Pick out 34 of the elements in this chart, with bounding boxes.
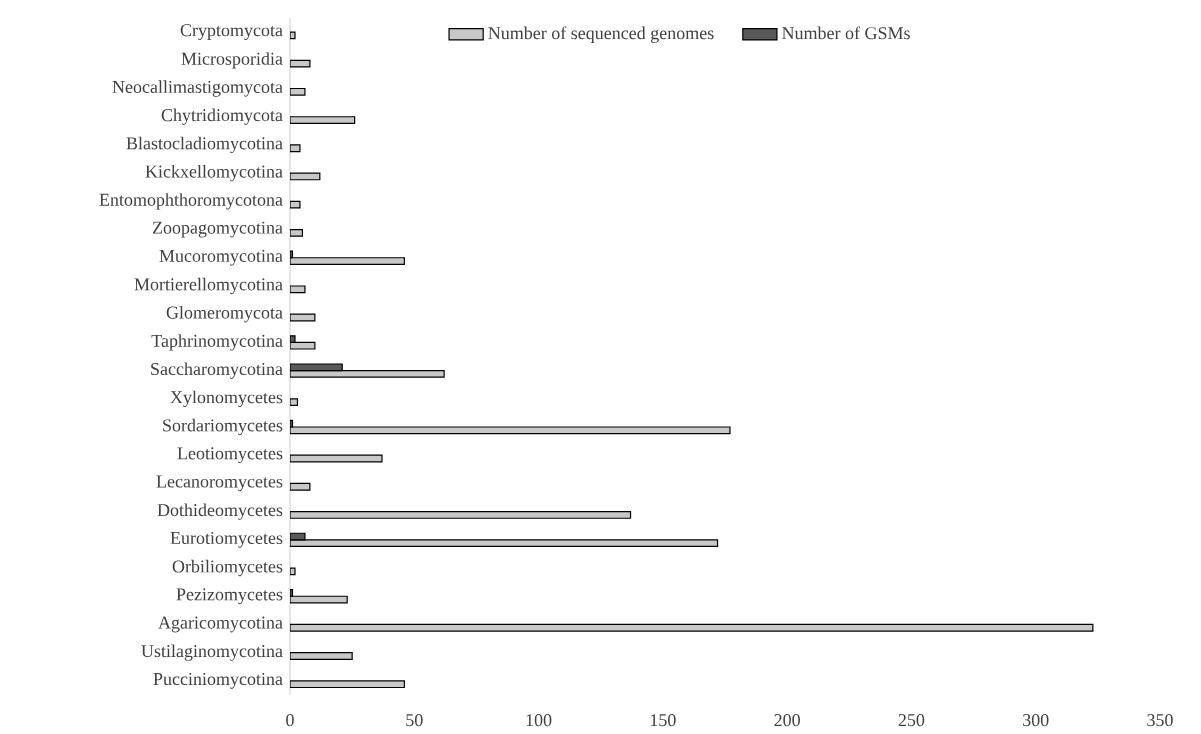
y-tick-label: Mucoromycotina xyxy=(159,249,283,266)
y-tick-label: Pucciniomycotina xyxy=(153,672,283,689)
x-tick-label: 200 xyxy=(774,714,800,727)
y-tick-label: Sordariomycetes xyxy=(163,418,283,436)
y-tick-label: Microsporidia xyxy=(181,52,283,69)
x-tick-label: 150 xyxy=(650,714,676,727)
x-tick-label: 50 xyxy=(406,714,423,727)
x-tick-label: 350 xyxy=(1147,714,1173,727)
y-tick-label: Pezizomycetes xyxy=(176,588,283,605)
y-tick-label: Agaricomycotina xyxy=(158,616,283,633)
y-tick-label: Entomophthoromycotona xyxy=(99,193,283,210)
y-tick-label: Zoopagomycotina xyxy=(152,221,283,238)
y-tick-label: Blastocladiomycotina xyxy=(126,136,283,154)
y-tick-label: Dothideomycetes xyxy=(157,503,283,520)
x-tick-label: 100 xyxy=(526,714,552,727)
y-tick-label: Leotiomycetes xyxy=(177,447,283,464)
y-tick-label: Neocallimastigomycota xyxy=(112,80,283,97)
x-tick-label: 0 xyxy=(286,714,294,727)
y-tick-label: Xylonomycetes xyxy=(170,390,283,407)
y-tick-label: Eurotiomycetes xyxy=(170,531,283,548)
legend-label: Number of sequenced genomes xyxy=(488,26,714,43)
y-tick-label: Ustilaginomycotina xyxy=(141,644,283,661)
y-tick-label: Cryptomycota xyxy=(180,24,283,41)
legend-label: Number of GSMs xyxy=(782,26,910,40)
y-tick-label: Glomeromycota xyxy=(166,306,283,323)
x-tick-label: 250 xyxy=(898,714,925,727)
y-tick-label: Kickxellomycotina xyxy=(145,164,283,182)
y-tick-label: Lecanoromycetes xyxy=(156,475,283,492)
x-tick-label: 300 xyxy=(1023,714,1049,727)
y-tick-label: Orbiliomycetes xyxy=(172,559,283,577)
y-tick-label: Taphrinomycotina xyxy=(151,334,283,351)
y-tick-label: Saccharomycotina xyxy=(151,362,283,379)
y-tick-label: Chytridiomycota xyxy=(161,108,283,125)
y-tick-label: Mortierellomycotina xyxy=(134,277,283,295)
